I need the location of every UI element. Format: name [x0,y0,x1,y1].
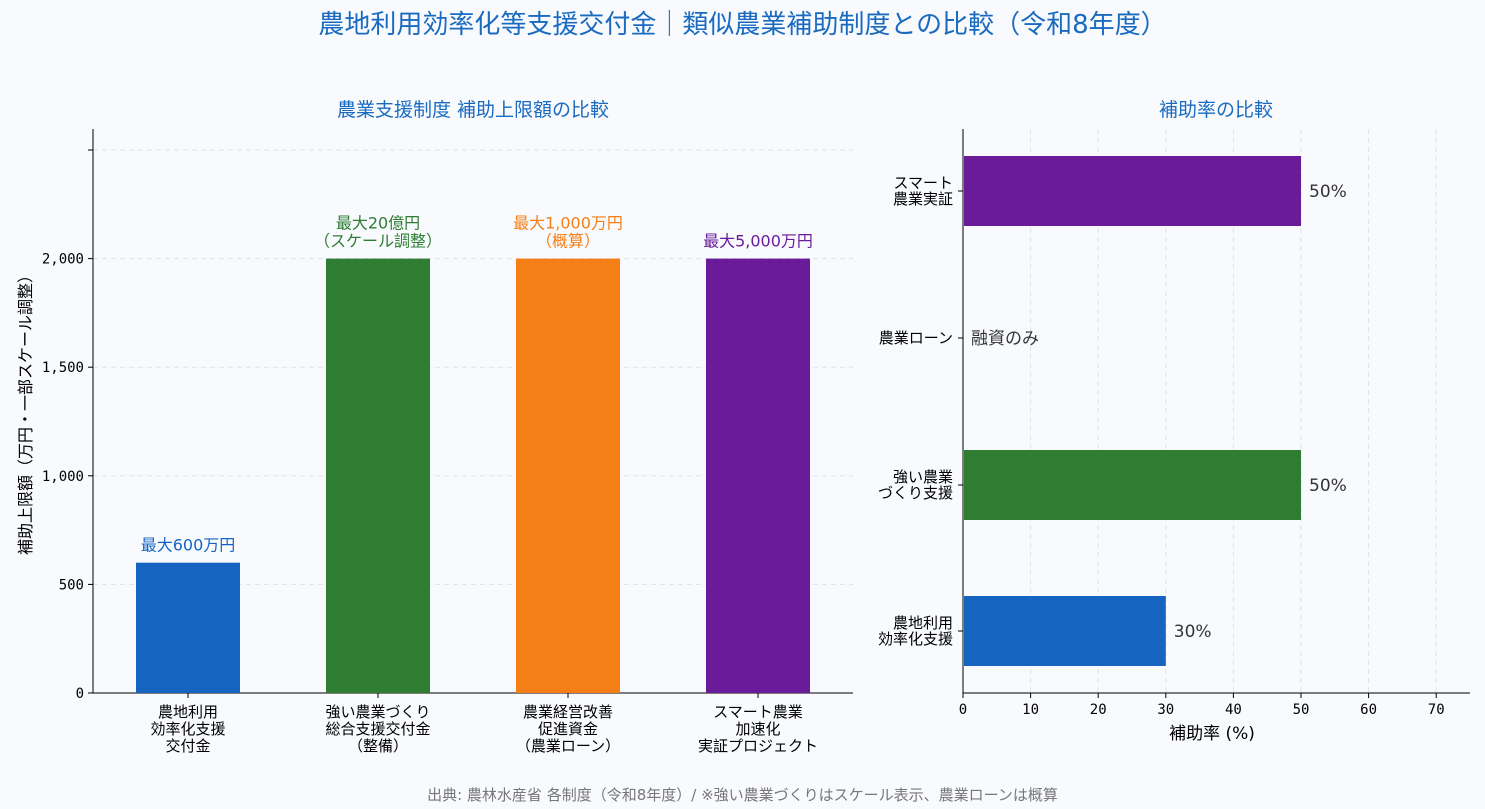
x-tick-label: 農業経営改善促進資金（農業ローン） [516,703,620,755]
hbar [964,450,1301,520]
bar-value-label: 最大1,000万円（概算） [513,214,623,251]
x-tick-label: 農地利用効率化支援交付金 [150,703,225,755]
hbar [964,156,1301,226]
x-tick-label: 10 [1022,702,1039,718]
y-tick-label: 2,000 [42,252,84,268]
source-footnote: 出典: 農林水産省 各制度（令和8年度）/ ※強い農業づくりはスケール表示、農業… [427,786,1058,804]
hbar-value-label: 50% [1309,476,1347,496]
bar-value-label: 最大600万円 [141,536,236,555]
rate-chart-title: 補助率の比較 [1159,99,1273,121]
hbar [964,596,1166,666]
bar-value-label: 最大5,000万円 [703,232,813,251]
bar [516,258,620,693]
x-tick-label: 強い農業づくり総合支援交付金（整備） [325,703,430,755]
y-tick-label: 農業ローン [879,329,953,347]
y-tick-label: 強い農業づくり支援 [878,468,953,502]
y-tick-label: 500 [59,577,84,593]
y-tick-label: 0 [76,686,84,702]
y-tick-label: スマート農業実証 [893,174,953,208]
bar-value-label: 最大20億円（スケール調整） [314,214,442,251]
x-tick-label: 60 [1360,702,1377,718]
x-tick-label: 30 [1157,702,1174,718]
hbar-value-label: 30% [1174,622,1212,642]
bar [326,258,430,693]
chart-main-title: 農地利用効率化等支援交付金｜類似農業補助制度との比較（令和8年度） [318,10,1167,40]
y-axis-label: 補助上限額（万円・一部スケール調整） [16,267,35,555]
x-tick-label: 40 [1225,702,1242,718]
x-tick-label: 0 [959,702,967,718]
x-tick-label: スマート農業加速化実証プロジェクト [698,703,818,755]
y-tick-label: 1,000 [42,469,84,485]
y-tick-label: 1,500 [42,360,84,376]
x-axis-label: 補助率 (%) [1169,724,1255,744]
x-tick-label: 50 [1293,702,1310,718]
bar-chart-title: 農業支援制度 補助上限額の比較 [337,99,609,121]
x-tick-label: 70 [1428,702,1445,718]
bar [136,562,240,693]
y-tick-label: 農地利用効率化支援 [878,614,953,648]
hbar-value-label: 50% [1309,182,1347,202]
x-tick-label: 20 [1090,702,1107,718]
hbar-value-label: 融資のみ [971,329,1039,349]
bar [706,258,810,693]
